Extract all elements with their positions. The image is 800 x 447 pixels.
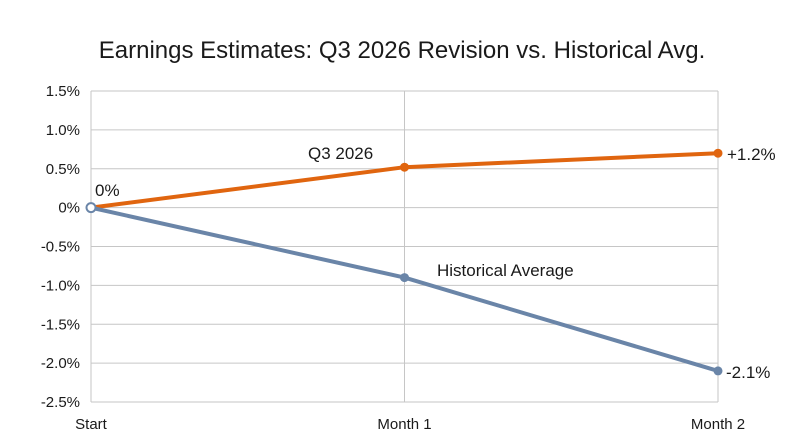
x-tick-label: Start xyxy=(75,416,108,433)
y-tick-label: -1.0% xyxy=(41,277,80,294)
data-point-historical-average xyxy=(400,273,409,283)
annotation-start: 0% xyxy=(95,181,120,200)
data-point-start xyxy=(85,202,97,214)
series-label-historical-average: Historical Average xyxy=(437,261,574,280)
y-tick-label: 1.5% xyxy=(46,83,80,100)
x-tick-label: Month 1 xyxy=(377,416,431,433)
y-tick-label: -2.0% xyxy=(41,355,80,372)
y-tick-label: -1.5% xyxy=(41,316,80,333)
annotation-hist-end: -2.1% xyxy=(726,363,770,382)
y-tick-label: -0.5% xyxy=(41,239,80,256)
data-point-q3-2026 xyxy=(713,148,723,158)
series-points xyxy=(85,148,723,376)
series-label-q3-2026: Q3 2026 xyxy=(308,144,373,163)
chart-title: Earnings Estimates: Q3 2026 Revision vs.… xyxy=(99,37,706,64)
x-axis-ticks: Start Month 1 Month 2 xyxy=(75,416,745,433)
y-tick-label: -2.5% xyxy=(41,394,80,411)
y-tick-label: 0.5% xyxy=(46,161,80,178)
data-point-historical-average xyxy=(713,366,723,376)
x-tick-label: Month 2 xyxy=(691,416,745,433)
data-point-q3-2026 xyxy=(400,162,409,172)
y-axis-ticks: 1.5% 1.0% 0.5% 0% -0.5% -1.0% -1.5% -2.0% -2.5% xyxy=(41,83,80,411)
gridlines xyxy=(90,90,719,403)
annotation-q3-end: +1.2% xyxy=(727,145,776,164)
y-tick-label: 0% xyxy=(58,200,80,217)
y-tick-label: 1.0% xyxy=(46,122,80,139)
